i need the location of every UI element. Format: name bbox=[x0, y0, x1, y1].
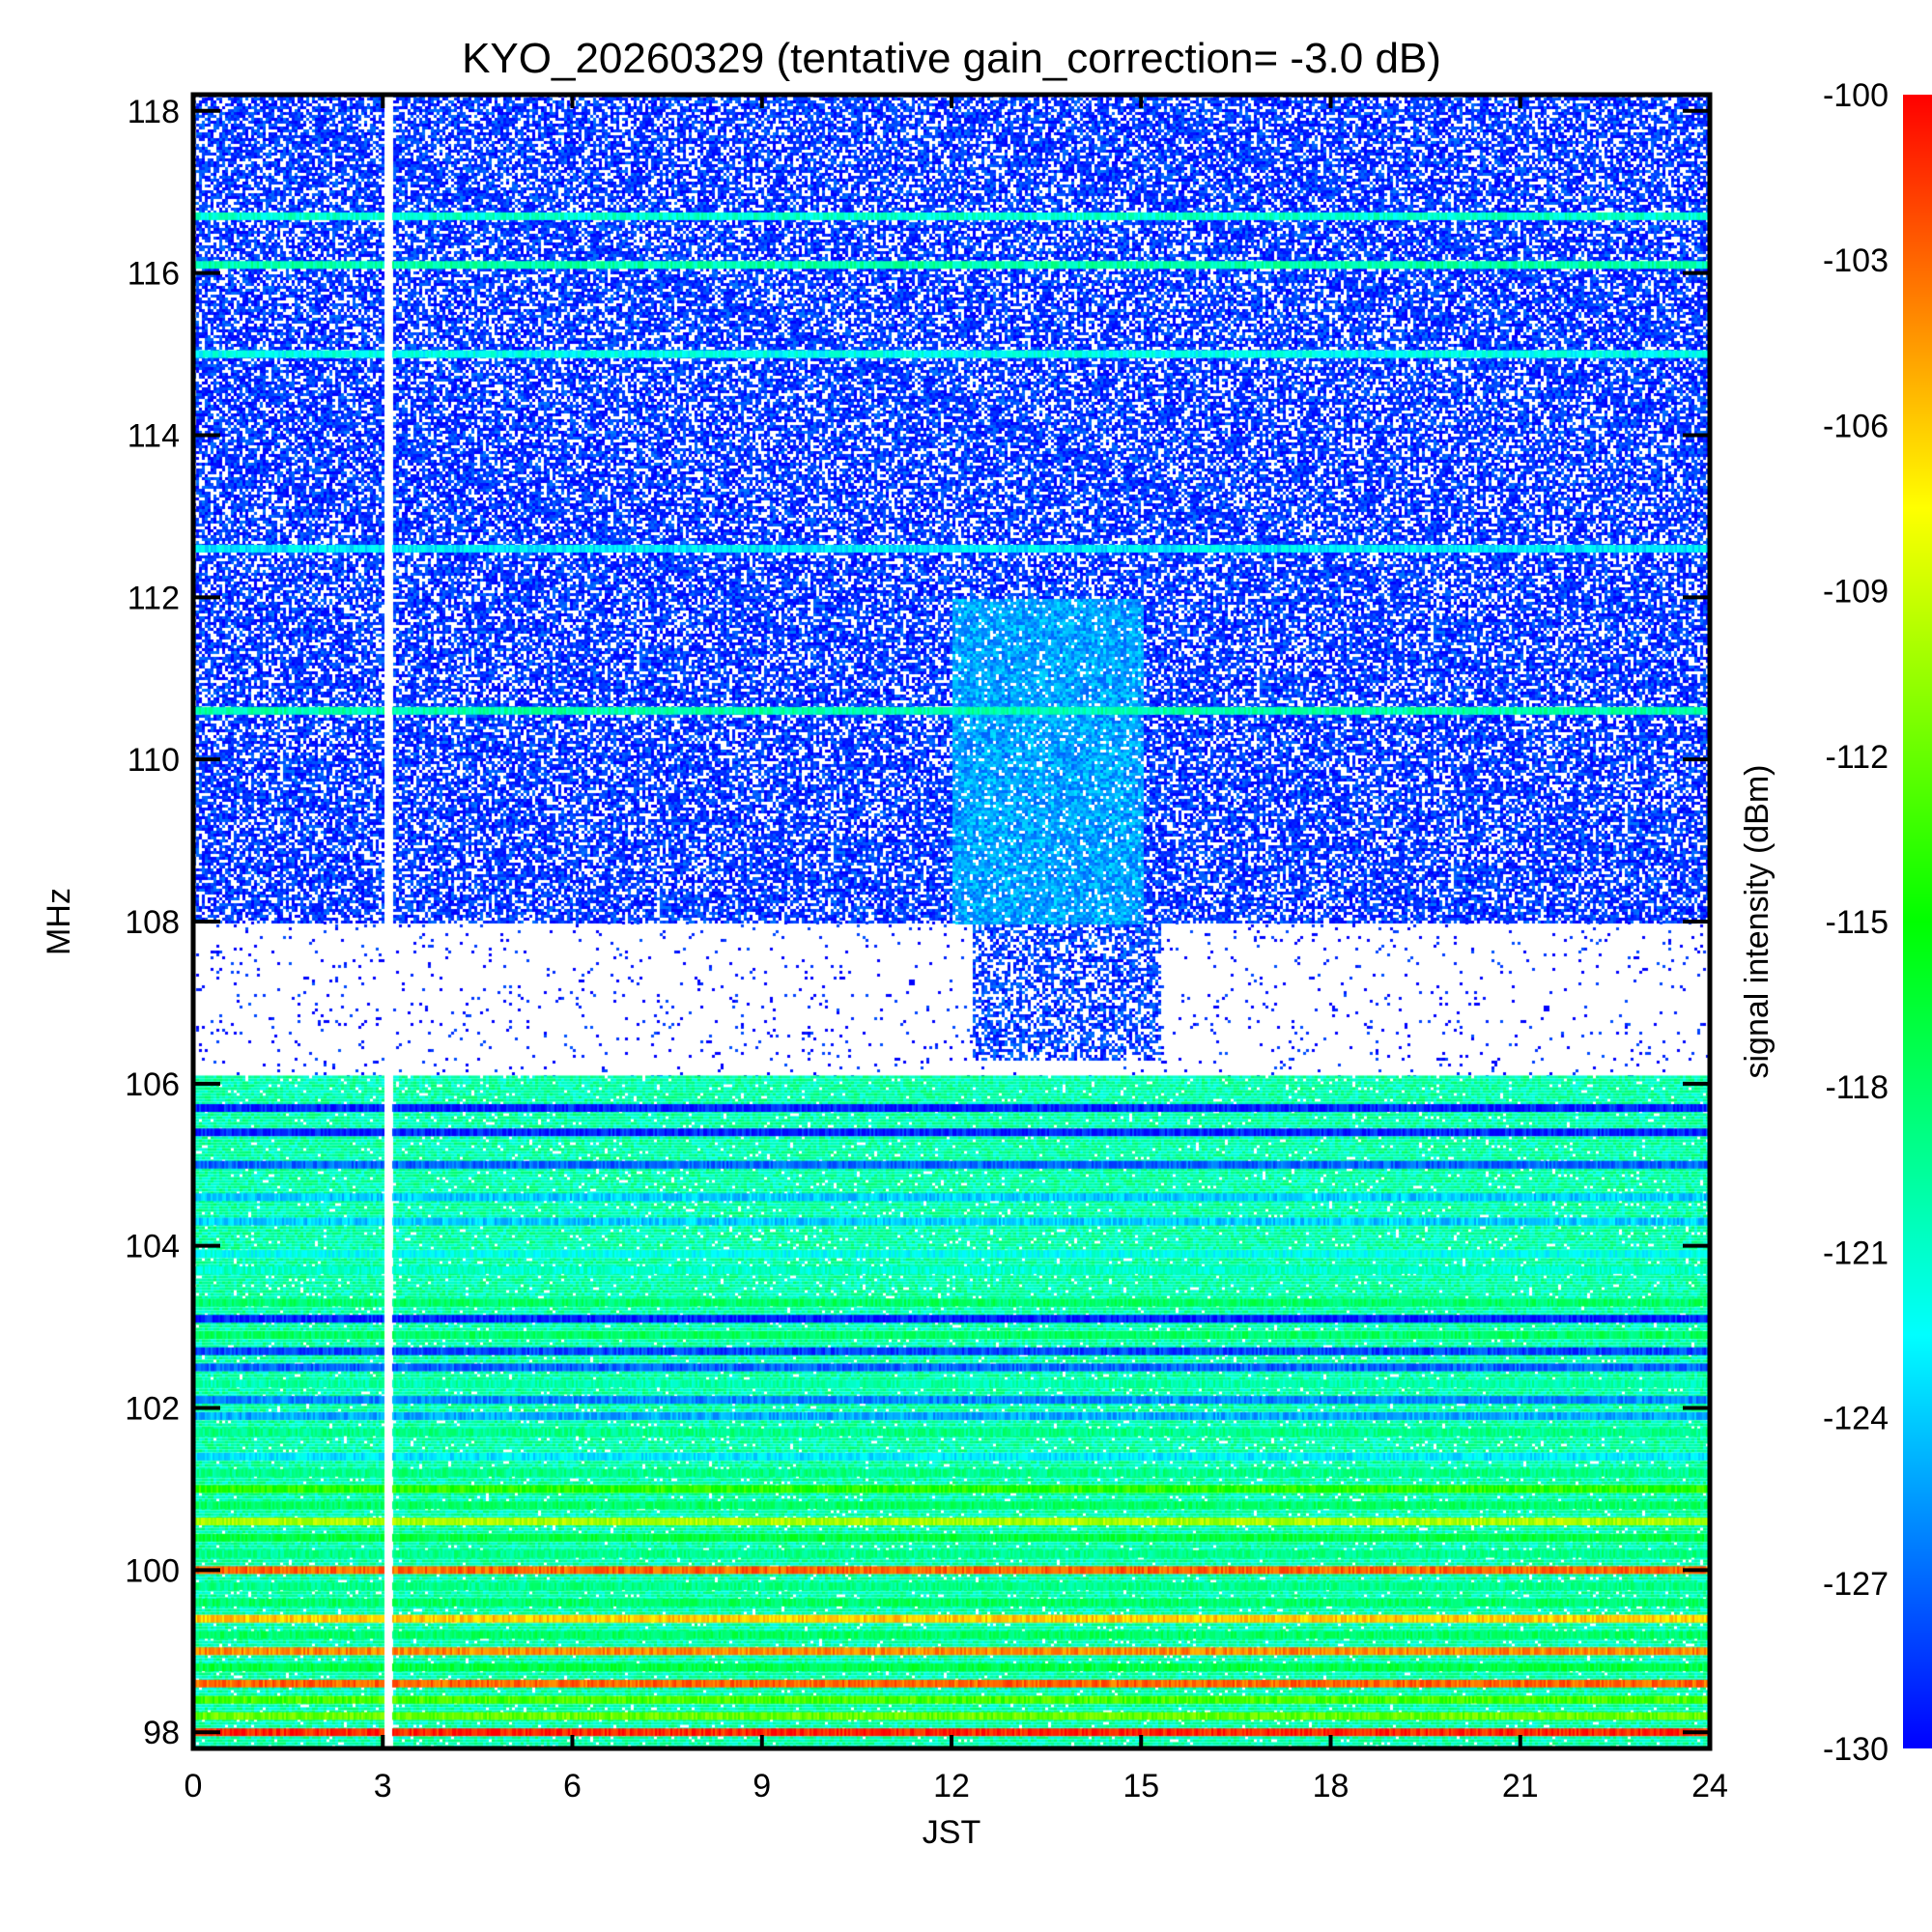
colorbar-tick-label: -109 bbox=[1823, 574, 1889, 611]
x-tick-label: 3 bbox=[374, 1768, 392, 1804]
colorbar-tick-label: -112 bbox=[1825, 739, 1889, 776]
y-tick-label: 110 bbox=[128, 742, 180, 779]
x-tick-label: 24 bbox=[1691, 1768, 1728, 1804]
colorbar-tick-label: -127 bbox=[1823, 1566, 1889, 1603]
x-tick-label: 12 bbox=[933, 1768, 970, 1804]
y-tick-label: 108 bbox=[125, 904, 180, 941]
y-tick-label: 102 bbox=[125, 1391, 180, 1428]
y-axis-label: MHz bbox=[41, 888, 77, 955]
x-tick-label: 21 bbox=[1502, 1768, 1539, 1804]
y-tick-label: 100 bbox=[125, 1552, 180, 1589]
colorbar-ticks: -100 -103 -106 -109 -112 -115 -118 -121 -124 -127… bbox=[1823, 77, 1889, 1768]
colorbar-tick-label: -103 bbox=[1823, 242, 1889, 279]
colorbar-tick-label: -100 bbox=[1823, 77, 1889, 114]
x-tick-label: 18 bbox=[1313, 1768, 1350, 1804]
y-tick-label: 112 bbox=[128, 580, 180, 616]
y-tick-label: 116 bbox=[128, 256, 180, 293]
y-tick-label: 104 bbox=[125, 1229, 180, 1265]
colorbar-tick-label: -118 bbox=[1825, 1069, 1889, 1106]
x-tick-label: 6 bbox=[563, 1768, 582, 1804]
y-tick-label: 114 bbox=[128, 417, 180, 454]
colorbar-tick-label: -106 bbox=[1823, 408, 1889, 444]
colorbar-tick-label: -124 bbox=[1823, 1401, 1889, 1437]
x-tick-label: 0 bbox=[185, 1768, 203, 1804]
y-tick-label: 98 bbox=[143, 1715, 180, 1751]
chart-title: KYO_20260329 (tentative gain_correction=… bbox=[462, 35, 1441, 82]
y-tick-label: 106 bbox=[125, 1066, 180, 1103]
heatmap-area bbox=[193, 95, 1710, 1748]
y-tick-label: 118 bbox=[128, 94, 180, 130]
heatmap-image bbox=[193, 95, 1710, 1748]
colorbar-tick-label: -115 bbox=[1825, 904, 1889, 941]
colorbar-tick-label: -121 bbox=[1823, 1235, 1889, 1271]
y-axis: 98 100 102 104 106 108 110 112 114 116 118 bbox=[125, 94, 1710, 1751]
x-tick-label: 9 bbox=[753, 1768, 771, 1804]
colorbar-label: signal intensity (dBm) bbox=[1739, 764, 1776, 1078]
x-tick-label: 15 bbox=[1122, 1768, 1159, 1804]
colorbar bbox=[1903, 95, 1932, 1748]
x-axis-label: JST bbox=[923, 1814, 980, 1851]
x-axis: 0 3 6 9 12 15 18 21 24 bbox=[185, 95, 1728, 1804]
colorbar-tick-label: -130 bbox=[1823, 1731, 1889, 1768]
